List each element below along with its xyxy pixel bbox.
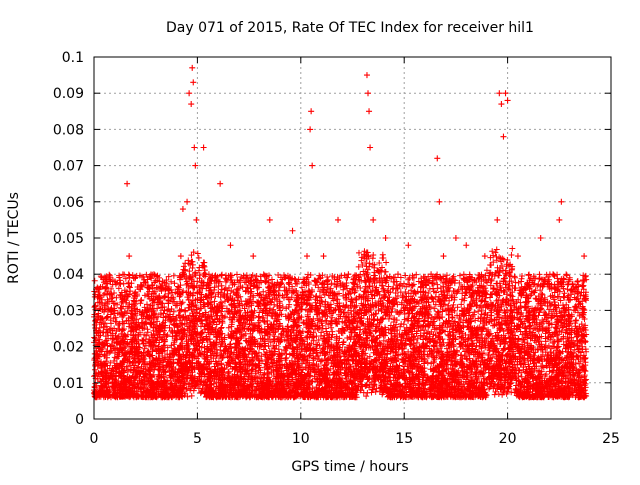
chart-title: Day 071 of 2015, Rate Of TEC Index for r… [166,20,534,36]
data-point [184,294,190,300]
data-point [548,303,554,309]
data-point [328,325,334,331]
data-point [431,306,437,312]
data-point [383,260,389,266]
data-point [508,252,514,258]
data-point [219,325,225,331]
data-point [280,304,286,310]
data-point [171,273,177,279]
data-point [357,285,363,291]
data-point [561,294,567,300]
data-point [171,280,177,286]
data-point [189,393,195,399]
data-point [458,352,464,358]
data-point [126,271,132,277]
data-point [509,246,515,252]
data-point [92,367,98,373]
data-points [91,65,589,400]
data-point [573,317,579,323]
data-point [367,354,373,360]
data-point [458,301,464,307]
data-point [92,278,98,284]
data-point [563,271,569,277]
data-point [198,323,204,329]
data-point [425,360,431,366]
data-point [116,285,122,291]
